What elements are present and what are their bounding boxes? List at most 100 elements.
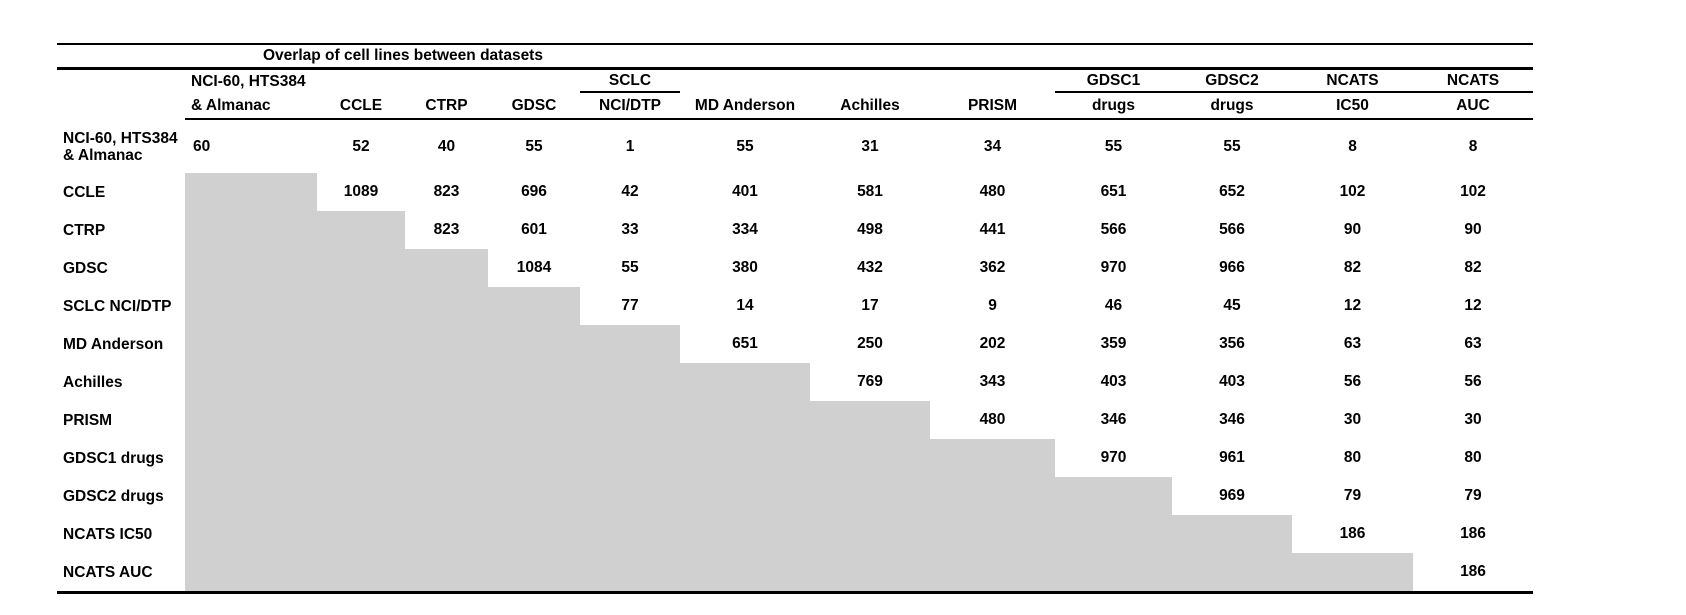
value-cell-md-anderson-gdsc1-drugs: 359 — [1100, 335, 1127, 352]
value-cell-ncats-ic50-ncats-ic50: 186 — [1339, 525, 1366, 542]
column-header-gdsc2-drugs: drugs — [1210, 96, 1254, 114]
shaded-cell — [680, 477, 810, 515]
value-cell-prism-ncats-auc: 30 — [1464, 411, 1482, 428]
shaded-cell — [580, 515, 680, 553]
table-row-gdsc: GDSC 1084 55 380 432 362 970 966 82 82 — [57, 249, 1533, 287]
value-cell-nci60-almanac-achilles: 31 — [861, 137, 879, 155]
shaded-cell — [930, 515, 1055, 553]
row-label-md-anderson: MD Anderson — [57, 325, 185, 363]
shaded-cell — [930, 477, 1055, 515]
table-row-ctrp: CTRP 823 601 33 334 498 441 566 566 90 90 — [57, 211, 1533, 249]
value-cell-achilles-ncats-ic50: 56 — [1343, 373, 1362, 390]
value-cell-ccle-ncats-ic50: 102 — [1339, 183, 1366, 200]
shaded-cell — [1055, 515, 1172, 553]
column-header-gdsc: GDSC — [511, 96, 557, 114]
value-cell-ccle-md-anderson: 401 — [732, 183, 758, 200]
shaded-cell — [580, 439, 680, 477]
value-cell-ctrp-gdsc: 601 — [521, 221, 547, 238]
column-header-top-ctrp — [405, 70, 488, 93]
value-cell-prism-prism: 480 — [979, 411, 1006, 428]
shaded-cell — [317, 211, 405, 249]
value-cell-gdsc1-drugs-gdsc1-drugs: 970 — [1100, 449, 1127, 466]
header-spacer — [57, 93, 185, 118]
shaded-cell — [810, 401, 930, 439]
shaded-cell — [185, 363, 317, 401]
value-cell-gdsc-ncats-ic50: 82 — [1343, 259, 1362, 276]
row-label-line: NCATS IC50 — [63, 525, 153, 543]
shaded-cell — [488, 439, 580, 477]
value-cell-ctrp-md-anderson: 334 — [732, 221, 758, 238]
shaded-cell — [930, 553, 1055, 591]
column-header-top-ncats-ic50: NCATS — [1292, 70, 1413, 93]
value-cell-sclc-ncidtp-ncats-auc: 12 — [1464, 297, 1482, 314]
value-cell-gdsc2-drugs-gdsc2-drugs: 969 — [1219, 487, 1245, 504]
shaded-cell — [580, 477, 680, 515]
shaded-cell — [185, 173, 317, 211]
shaded-cell — [930, 439, 1055, 477]
column-header-top-gdsc1-drugs: GDSC1 — [1055, 70, 1172, 93]
shaded-cell — [580, 325, 680, 363]
title-row: Overlap of cell lines between datasets — [57, 45, 1533, 67]
shaded-cell — [680, 439, 810, 477]
shaded-cell — [185, 249, 317, 287]
row-label-sclc-ncidtp: SCLC NCI/DTP — [57, 287, 185, 325]
shaded-cell — [185, 401, 317, 439]
row-label-ccle: CCLE — [57, 173, 185, 211]
value-cell-ccle-achilles: 581 — [857, 183, 883, 200]
shaded-cell — [488, 401, 580, 439]
value-cell-ctrp-ncats-ic50: 90 — [1343, 221, 1362, 238]
shaded-cell — [1292, 553, 1413, 591]
header-bottom-rule — [185, 118, 1533, 120]
value-cell-ctrp-ctrp: 823 — [433, 221, 460, 238]
row-label-ncats-auc: NCATS AUC — [57, 553, 185, 591]
shaded-cell — [317, 325, 405, 363]
column-header-achilles: Achilles — [840, 96, 900, 114]
value-cell-md-anderson-ncats-auc: 63 — [1464, 335, 1482, 352]
value-cell-sclc-ncidtp-prism: 9 — [988, 297, 997, 314]
header-row-bottom: & Almanac CCLE CTRP GDSC NCI/DTP MD Anderson A… — [57, 93, 1533, 118]
value-cell-ctrp-achilles: 498 — [857, 221, 883, 238]
row-label-line: CCLE — [63, 183, 106, 201]
value-cell-ccle-ccle: 1089 — [343, 183, 379, 200]
shaded-cell — [185, 439, 317, 477]
value-cell-nci60-almanac-gdsc2-drugs: 55 — [1223, 137, 1241, 155]
shaded-cell — [405, 515, 488, 553]
row-label-gdsc1-drugs: GDSC1 drugs — [57, 439, 185, 477]
value-cell-md-anderson-prism: 202 — [979, 335, 1006, 352]
table-row-ncats-auc: NCATS AUC 186 — [57, 553, 1533, 591]
row-label-line: SCLC NCI/DTP — [63, 297, 172, 315]
row-label-line: NCI-60, HTS384 — [63, 129, 178, 147]
value-cell-nci60-almanac-ncats-ic50: 8 — [1348, 137, 1357, 155]
value-cell-nci60-almanac-ccle: 52 — [352, 137, 370, 155]
value-cell-nci60-almanac-ncats-auc: 8 — [1468, 137, 1478, 155]
value-cell-ctrp-ncats-auc: 90 — [1464, 221, 1482, 238]
table-row-nci60-almanac: NCI-60, HTS384 & Almanac 60 52 40 55 1 55 31 34 55… — [57, 120, 1533, 173]
shaded-cell — [405, 249, 488, 287]
value-cell-sclc-ncidtp-sclc-ncidtp: 77 — [621, 297, 639, 314]
row-label-line: GDSC1 drugs — [63, 449, 164, 467]
shaded-cell — [317, 553, 405, 591]
value-cell-sclc-ncidtp-gdsc1-drugs: 46 — [1104, 297, 1123, 314]
shaded-cell — [317, 401, 405, 439]
value-cell-ctrp-gdsc2-drugs: 566 — [1219, 221, 1245, 238]
shaded-cell — [680, 401, 810, 439]
column-header-ncats-auc: AUC — [1456, 96, 1490, 114]
table-title: Overlap of cell lines between datasets — [263, 47, 543, 64]
shaded-cell — [317, 439, 405, 477]
column-header-top-nci60-almanac: NCI-60, HTS384 — [191, 72, 306, 90]
table-row-ncats-ic50: NCATS IC50 186 186 — [57, 515, 1533, 553]
value-cell-nci60-almanac-sclc-ncidtp: 1 — [625, 137, 635, 155]
value-cell-nci60-almanac-md-anderson: 55 — [736, 137, 754, 155]
column-header-top-gdsc — [488, 70, 580, 93]
row-label-ncats-ic50: NCATS IC50 — [57, 515, 185, 553]
shaded-cell — [185, 553, 317, 591]
row-label-prism: PRISM — [57, 401, 185, 439]
shaded-cell — [680, 363, 810, 401]
column-header-prism: PRISM — [967, 96, 1018, 114]
value-cell-gdsc2-drugs-ncats-ic50: 79 — [1343, 487, 1362, 504]
value-cell-achilles-gdsc2-drugs: 403 — [1219, 373, 1245, 390]
value-cell-md-anderson-md-anderson: 651 — [732, 335, 758, 352]
shaded-cell — [317, 249, 405, 287]
table-row-md-anderson: MD Anderson 651 250 202 359 356 63 63 — [57, 325, 1533, 363]
